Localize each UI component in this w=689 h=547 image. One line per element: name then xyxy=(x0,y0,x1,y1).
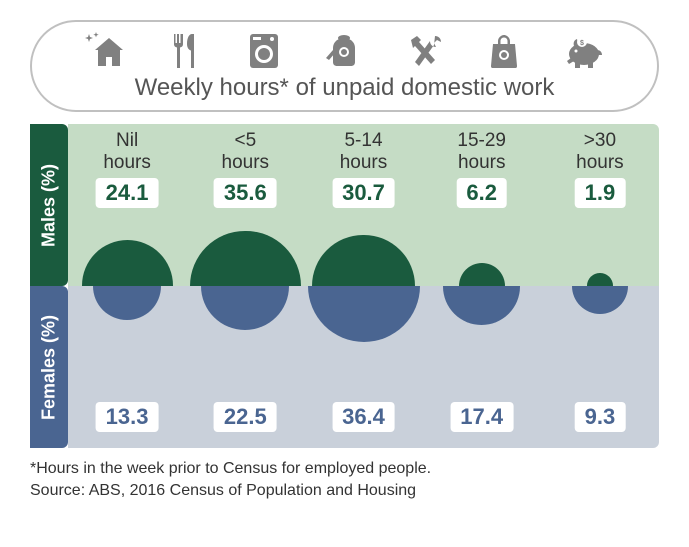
y-label-females: Females (%) xyxy=(30,286,68,448)
semicircle xyxy=(443,286,520,325)
semicircle xyxy=(572,286,629,314)
header-pill: $ Weekly hours* of unpaid domestic work xyxy=(30,20,659,112)
piggy-bank-icon: $ xyxy=(562,32,606,70)
semicircle xyxy=(459,263,505,286)
svg-text:$: $ xyxy=(580,40,584,47)
value-chip: 22.5 xyxy=(214,402,277,432)
semicircle xyxy=(201,286,289,330)
col-males-2: 5-14hours 30.7 xyxy=(304,124,422,286)
washing-machine-icon xyxy=(246,32,282,70)
category-label: 5-14hours xyxy=(304,130,422,174)
col-females-1: 22.5 xyxy=(186,286,304,448)
panel-females: 13.3 22.5 36.4 17.4 9.3 xyxy=(68,286,659,448)
value-chip: 1.9 xyxy=(575,178,626,208)
semicircle xyxy=(93,286,161,320)
col-females-2: 36.4 xyxy=(304,286,422,448)
semicircle xyxy=(312,235,415,286)
category-label: <5hours xyxy=(186,130,304,174)
shopping-bag-icon xyxy=(487,32,521,70)
semicircle xyxy=(308,286,420,342)
semicircle xyxy=(587,273,613,286)
value-chip: 9.3 xyxy=(575,402,626,432)
panel-stack: Nilhours 24.1 <5hours 35.6 5-14hours 30.7 15-2… xyxy=(68,124,659,448)
header-title: Weekly hours* of unpaid domestic work xyxy=(62,74,627,102)
footer: *Hours in the week prior to Census for e… xyxy=(30,458,659,501)
category-label: Nilhours xyxy=(68,130,186,174)
category-label: >30hours xyxy=(541,130,659,174)
value-chip: 30.7 xyxy=(332,178,395,208)
col-females-0: 13.3 xyxy=(68,286,186,448)
col-males-3: 15-29hours 6.2 xyxy=(423,124,541,286)
house-sparkle-icon xyxy=(83,32,127,70)
value-chip: 17.4 xyxy=(450,402,513,432)
y-label-males: Males (%) xyxy=(30,124,68,286)
value-chip: 6.2 xyxy=(456,178,507,208)
value-chip: 36.4 xyxy=(332,402,395,432)
icon-row: $ xyxy=(62,32,627,70)
col-males-0: Nilhours 24.1 xyxy=(68,124,186,286)
kettle-icon xyxy=(323,32,363,70)
col-females-4: 9.3 xyxy=(541,286,659,448)
source-line: Source: ABS, 2016 Census of Population a… xyxy=(30,480,659,502)
tools-hammer-wrench-icon xyxy=(405,32,445,70)
value-chip: 24.1 xyxy=(96,178,159,208)
panel-males: Nilhours 24.1 <5hours 35.6 5-14hours 30.7 15-2… xyxy=(68,124,659,286)
col-males-1: <5hours 35.6 xyxy=(186,124,304,286)
category-label: 15-29hours xyxy=(423,130,541,174)
col-males-4: >30hours 1.9 xyxy=(541,124,659,286)
fork-knife-icon xyxy=(168,32,204,70)
footnote: *Hours in the week prior to Census for e… xyxy=(30,458,659,480)
semicircle xyxy=(190,231,301,286)
semicircle xyxy=(82,240,173,286)
chart-area: Males (%)Females (%) Nilhours 24.1 <5hours… xyxy=(30,124,659,448)
y-axis-labels: Males (%)Females (%) xyxy=(30,124,68,448)
col-females-3: 17.4 xyxy=(423,286,541,448)
value-chip: 13.3 xyxy=(96,402,159,432)
value-chip: 35.6 xyxy=(214,178,277,208)
